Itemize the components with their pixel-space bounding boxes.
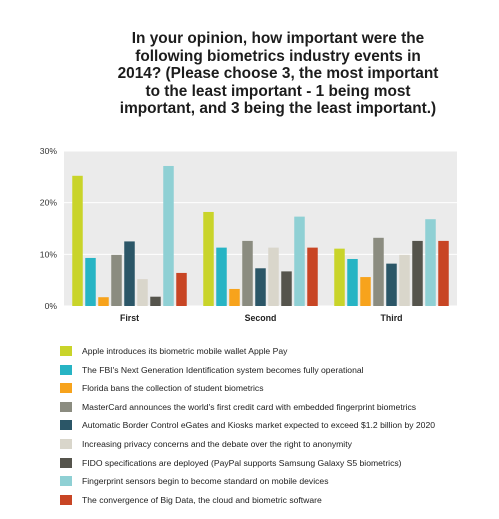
bar <box>137 279 148 306</box>
bar <box>399 254 410 306</box>
legend-item: Fingerprint sensors begin to become stan… <box>60 475 329 487</box>
bar <box>111 254 122 306</box>
legend-swatch <box>60 401 72 412</box>
legend-swatch <box>60 383 72 394</box>
y-tick-label: 20% <box>40 198 58 208</box>
legend-label: Florida bans the collection of student b… <box>82 383 264 394</box>
bar <box>229 288 240 306</box>
bar <box>216 247 227 306</box>
title-line-5: important, and 3 being the least importa… <box>119 100 437 117</box>
title-line-1: In your opinion, how important were the <box>131 30 425 47</box>
legend-swatch <box>60 476 72 487</box>
legend-swatch <box>60 420 72 431</box>
title-line-3: 2014? (Please choose 3, the most importa… <box>117 65 439 82</box>
bar <box>334 248 345 306</box>
legend-item: The convergence of Big Data, the cloud a… <box>60 494 322 506</box>
title-line-2: following biometrics industry events in <box>135 47 421 65</box>
x-category-label: First <box>120 313 139 323</box>
bar <box>163 165 174 306</box>
bar <box>294 216 305 306</box>
legend-label: FIDO specifications are deployed (PayPal… <box>82 457 402 468</box>
x-category-label: Third <box>381 313 403 323</box>
legend-swatch <box>60 457 72 468</box>
bar <box>438 240 449 306</box>
bar <box>85 257 96 306</box>
x-category-label: Second <box>245 313 277 323</box>
legend-label: Automatic Border Control eGates and Kios… <box>82 420 436 431</box>
legend-item: FIDO specifications are deployed (PayPal… <box>60 457 402 469</box>
bar <box>373 237 384 306</box>
legend-item: Automatic Border Control eGates and Kios… <box>60 419 435 431</box>
title-line-4: to the least important - 1 being most <box>145 82 411 100</box>
legend-swatch <box>60 439 72 449</box>
bar <box>268 247 279 306</box>
legend-swatch <box>60 346 72 356</box>
legend-label: Increasing privacy concerns and the deba… <box>82 439 352 449</box>
chart-title: In your opinion, how important were the … <box>78 30 478 118</box>
legend-label: The FBI's Next Generation Identification… <box>82 364 364 375</box>
bar-chart: 0% 10% 20% 30% First Second Third <box>40 146 457 323</box>
y-tick-label: 10% <box>40 249 58 259</box>
legend-label: MasterCard announces the world's first c… <box>82 401 417 412</box>
bar <box>242 240 253 306</box>
bar <box>412 240 423 306</box>
bar <box>281 271 292 306</box>
bar <box>347 258 358 306</box>
legend-item: Increasing privacy concerns and the deba… <box>60 438 352 450</box>
legend-swatch <box>60 364 72 375</box>
legend-item: MasterCard announces the world's first c… <box>60 401 416 413</box>
bar <box>360 277 371 306</box>
bar <box>72 175 83 306</box>
bar <box>425 219 436 306</box>
legend-item: Florida bans the collection of student b… <box>60 382 264 394</box>
bar <box>386 263 397 306</box>
bar <box>307 247 318 306</box>
bar <box>203 211 214 306</box>
bar <box>98 297 109 306</box>
legend-item: Apple introduces its biometric mobile wa… <box>60 345 287 357</box>
y-tick-label: 30% <box>40 146 58 156</box>
bar <box>150 296 161 306</box>
legend-swatch <box>60 494 72 505</box>
bar <box>124 241 135 306</box>
bar <box>255 268 266 306</box>
legend-label: The convergence of Big Data, the cloud a… <box>82 494 322 505</box>
y-tick-label: 0% <box>45 301 58 311</box>
legend-label: Fingerprint sensors begin to become stan… <box>82 476 329 487</box>
legend-item: The FBI's Next Generation Identification… <box>60 364 364 376</box>
legend-label: Apple introduces its biometric mobile wa… <box>82 346 288 356</box>
bar <box>176 272 187 306</box>
